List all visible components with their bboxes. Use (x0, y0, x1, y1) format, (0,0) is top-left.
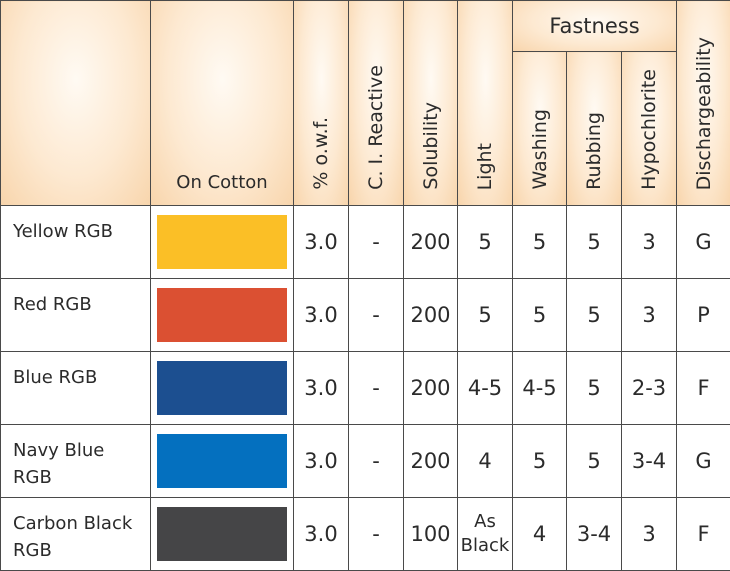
header-washing-label: Washing (528, 109, 551, 190)
header-light: Light (457, 0, 513, 206)
color-swatch (157, 507, 287, 561)
light-value: 5 (457, 205, 513, 279)
color-swatch (157, 361, 287, 415)
header-rubbing: Rubbing (566, 51, 622, 206)
dischargeability-value: F (676, 351, 730, 425)
header-solubility: Solubility (403, 0, 458, 206)
header-blank (0, 0, 151, 206)
header-owf: % o.w.f. (293, 0, 349, 206)
washing-value: 5 (512, 205, 567, 279)
washing-value: 5 (512, 424, 567, 498)
owf-value: 3.0 (293, 351, 349, 425)
color-swatch-cell (150, 278, 294, 352)
table-row: Blue RGB 3.0 - 200 4-5 4-5 5 2-3 F (0, 351, 730, 425)
solubility-value: 200 (403, 278, 458, 352)
dye-name: Red RGB (0, 278, 151, 352)
dischargeability-value: P (676, 278, 730, 352)
header-rubbing-label: Rubbing (583, 112, 605, 190)
owf-value: 3.0 (293, 497, 349, 571)
header-washing: Washing (512, 51, 567, 206)
hypochlorite-value: 3-4 (621, 424, 677, 498)
header-ci-reactive-label: C. I. Reactive (365, 65, 387, 190)
rubbing-value: 5 (566, 205, 622, 279)
ci-reactive-value: - (348, 424, 404, 498)
header-dischargeability-label: Dischargeability (692, 36, 715, 190)
ci-reactive-value: - (348, 351, 404, 425)
color-swatch-cell (150, 497, 294, 571)
table-row: Yellow RGB 3.0 - 200 5 5 5 3 G (0, 205, 730, 279)
light-value: 5 (457, 278, 513, 352)
ci-reactive-value: - (348, 497, 404, 571)
color-swatch (157, 434, 287, 488)
header-ci-reactive: C. I. Reactive (348, 0, 404, 206)
header-light-label: Light (474, 142, 496, 190)
color-swatch (157, 215, 287, 269)
color-swatch-cell (150, 351, 294, 425)
hypochlorite-value: 2-3 (621, 351, 677, 425)
ci-reactive-value: - (348, 278, 404, 352)
rubbing-value: 3-4 (566, 497, 622, 571)
hypochlorite-value: 3 (621, 205, 677, 279)
color-swatch-cell (150, 424, 294, 498)
owf-value: 3.0 (293, 278, 349, 352)
dye-name: Carbon Black RGB (0, 497, 151, 571)
dischargeability-value: G (676, 205, 730, 279)
color-swatch (157, 288, 287, 342)
rubbing-value: 5 (566, 351, 622, 425)
owf-value: 3.0 (293, 205, 349, 279)
washing-value: 5 (512, 278, 567, 352)
solubility-value: 100 (403, 497, 458, 571)
header-hypochlorite: Hypochlorite (621, 51, 677, 206)
rubbing-value: 5 (566, 424, 622, 498)
table-row: Navy Blue RGB 3.0 - 200 4 5 5 3-4 G (0, 424, 730, 498)
owf-value: 3.0 (293, 424, 349, 498)
solubility-value: 200 (403, 424, 458, 498)
hypochlorite-value: 3 (621, 278, 677, 352)
dye-name: Navy Blue RGB (0, 424, 151, 498)
dischargeability-value: G (676, 424, 730, 498)
dischargeability-value: F (676, 497, 730, 571)
dye-name: Yellow RGB (0, 205, 151, 279)
header-on-cotton: On Cotton (150, 0, 294, 206)
header-owf-label: % o.w.f. (310, 117, 332, 190)
rubbing-value: 5 (566, 278, 622, 352)
washing-value: 4 (512, 497, 567, 571)
solubility-value: 200 (403, 205, 458, 279)
dye-name: Blue RGB (0, 351, 151, 425)
hypochlorite-value: 3 (621, 497, 677, 571)
solubility-value: 200 (403, 351, 458, 425)
light-value: 4 (457, 424, 513, 498)
washing-value: 4-5 (512, 351, 567, 425)
table-row: Carbon Black RGB 3.0 - 100 As Black 4 3-… (0, 497, 730, 571)
table-row: Red RGB 3.0 - 200 5 5 5 3 P (0, 278, 730, 352)
light-value: 4-5 (457, 351, 513, 425)
ci-reactive-value: - (348, 205, 404, 279)
color-swatch-cell (150, 205, 294, 279)
header-solubility-label: Solubility (419, 102, 442, 190)
header-dischargeability: Dischargeability (676, 0, 730, 206)
header-fastness: Fastness (512, 0, 677, 52)
header-hypochlorite-label: Hypochlorite (638, 69, 660, 190)
light-value: As Black (457, 497, 513, 571)
